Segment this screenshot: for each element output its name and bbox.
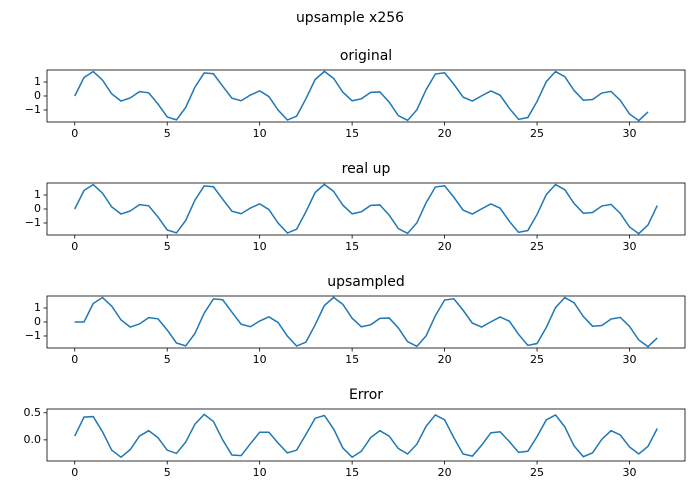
line	[74, 183, 658, 235]
x-tick-label: 0	[71, 240, 78, 253]
x-tick-label: 25	[530, 466, 544, 479]
axes-frame	[46, 69, 686, 123]
y-tick-label: 0.5	[24, 406, 42, 419]
line	[74, 296, 658, 348]
x-tick-label: 5	[164, 353, 171, 366]
x-tick-label: 20	[438, 353, 452, 366]
x-tick-label: 20	[438, 240, 452, 253]
x-tick-label: 30	[623, 466, 637, 479]
axes-frame	[46, 408, 686, 462]
y-tick-label: 1	[34, 301, 41, 314]
x-tick-label: 20	[438, 466, 452, 479]
x-tick-label: 25	[530, 240, 544, 253]
y-tick-label: 0	[34, 315, 41, 328]
subplot-title: original	[340, 48, 392, 64]
line	[74, 70, 649, 122]
axes-frame	[46, 182, 686, 236]
x-tick-label: 15	[345, 240, 359, 253]
x-tick-label: 15	[345, 353, 359, 366]
y-tick-label: 0	[34, 202, 41, 215]
x-tick-label: 5	[164, 466, 171, 479]
x-tick-label: 0	[71, 127, 78, 140]
x-tick-label: 10	[253, 466, 267, 479]
x-tick-label: 0	[71, 466, 78, 479]
x-tick-label: 25	[530, 353, 544, 366]
y-tick-label: 0.0	[24, 433, 42, 446]
y-tick-label: 1	[34, 75, 41, 88]
subplot-title: Error	[349, 387, 383, 403]
x-tick-label: 30	[623, 240, 637, 253]
subplot-title: real up	[342, 161, 391, 177]
axes-frame	[46, 295, 686, 349]
x-tick-label: 5	[164, 240, 171, 253]
subplot-title: upsampled	[327, 274, 405, 290]
x-tick-label: 0	[71, 353, 78, 366]
x-tick-label: 15	[345, 127, 359, 140]
y-tick-label: −1	[25, 103, 41, 116]
x-tick-label: 30	[623, 127, 637, 140]
x-tick-label: 10	[253, 127, 267, 140]
line	[74, 413, 658, 459]
x-tick-label: 25	[530, 127, 544, 140]
x-tick-label: 10	[253, 353, 267, 366]
y-tick-label: −1	[25, 329, 41, 342]
x-tick-label: 30	[623, 353, 637, 366]
x-tick-label: 10	[253, 240, 267, 253]
x-tick-label: 5	[164, 127, 171, 140]
x-tick-label: 15	[345, 466, 359, 479]
y-tick-label: 0	[34, 89, 41, 102]
x-tick-label: 20	[438, 127, 452, 140]
y-tick-label: −1	[25, 216, 41, 229]
figure-title: upsample x256	[296, 10, 404, 26]
y-tick-label: 1	[34, 188, 41, 201]
